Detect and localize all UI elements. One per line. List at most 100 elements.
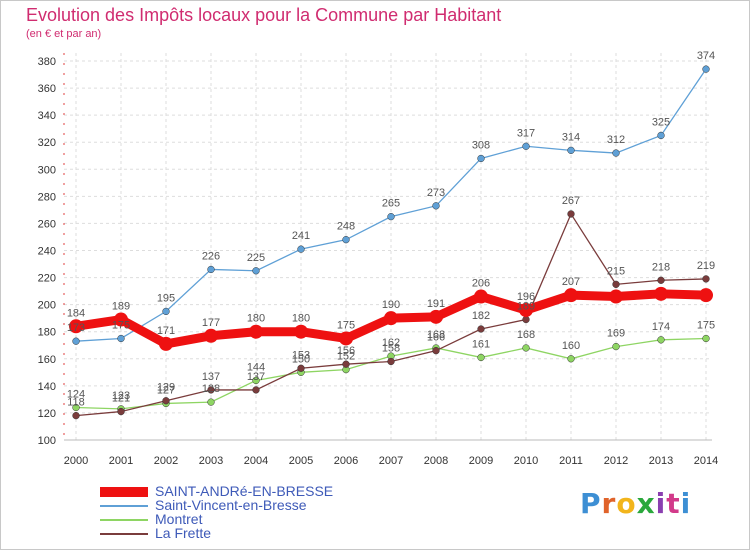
y-tick-label: 360 bbox=[38, 83, 56, 95]
data-point-la-frette bbox=[207, 386, 215, 394]
data-point-saint-vincent-en-bresse bbox=[297, 245, 305, 253]
x-tick-label: 2000 bbox=[64, 455, 88, 467]
data-label-la-frette: 267 bbox=[562, 195, 580, 207]
x-tick-label: 2005 bbox=[289, 455, 313, 467]
data-label-montret: 124 bbox=[67, 389, 85, 401]
data-label-saint-vincent-en-bresse: 325 bbox=[652, 116, 670, 128]
data-label-la-frette: 215 bbox=[607, 265, 625, 277]
y-tick-label: 340 bbox=[38, 110, 56, 122]
data-label-montret: 127 bbox=[157, 384, 175, 396]
legend-label-saint-andre: SAINT-ANDRé-EN-BRESSE bbox=[155, 483, 334, 499]
data-label-la-frette: 153 bbox=[292, 349, 310, 361]
data-label-montret: 168 bbox=[427, 329, 445, 341]
data-point-saint-andr-en-bresse bbox=[204, 328, 218, 343]
data-label-saint-andr-en-bresse: 206 bbox=[472, 278, 490, 290]
series-layer bbox=[69, 65, 713, 420]
x-tick-label: 2008 bbox=[424, 455, 448, 467]
data-label-la-frette: 189 bbox=[517, 301, 535, 313]
data-label-la-frette: 118 bbox=[67, 397, 85, 409]
data-point-montret bbox=[567, 355, 575, 363]
y-tick-label: 200 bbox=[38, 300, 56, 312]
data-label-montret: 175 bbox=[697, 319, 715, 331]
data-point-la-frette bbox=[297, 364, 305, 372]
data-label-saint-vincent-en-bresse: 273 bbox=[427, 187, 445, 199]
data-label-la-frette: 129 bbox=[157, 382, 175, 394]
data-label-la-frette: 137 bbox=[247, 371, 265, 383]
data-point-saint-andr-en-bresse bbox=[114, 312, 128, 327]
x-tick-label: 2004 bbox=[244, 455, 268, 467]
data-point-saint-andr-en-bresse bbox=[474, 289, 488, 304]
legend-swatch-saint-andre bbox=[100, 487, 148, 497]
data-label-la-frette: 182 bbox=[472, 310, 490, 322]
data-point-saint-andr-en-bresse bbox=[564, 288, 578, 303]
data-label-la-frette: 218 bbox=[652, 261, 670, 273]
data-label-saint-vincent-en-bresse: 195 bbox=[157, 292, 175, 304]
data-point-montret bbox=[477, 353, 485, 362]
legend-label-saint-vincent: Saint-Vincent-en-Bresse bbox=[155, 497, 307, 513]
data-point-saint-vincent-en-bresse bbox=[252, 267, 260, 275]
data-point-saint-vincent-en-bresse bbox=[117, 334, 125, 343]
data-label-saint-andr-en-bresse: 190 bbox=[382, 299, 400, 311]
legend-swatch-montret bbox=[100, 519, 148, 521]
x-tick-label: 2011 bbox=[559, 455, 583, 467]
data-label-saint-andr-en-bresse: 191 bbox=[427, 298, 445, 310]
y-tick-label: 100 bbox=[38, 435, 56, 447]
data-label-saint-vincent-en-bresse: 314 bbox=[562, 131, 580, 143]
data-label-saint-vincent-en-bresse: 226 bbox=[202, 250, 220, 262]
x-tick-label: 2009 bbox=[469, 455, 493, 467]
x-tick-label: 2003 bbox=[199, 455, 223, 467]
data-label-saint-vincent-en-bresse: 175 bbox=[112, 319, 130, 331]
data-label-saint-vincent-en-bresse: 308 bbox=[472, 139, 490, 151]
data-point-saint-andr-en-bresse bbox=[384, 311, 398, 326]
data-label-saint-andr-en-bresse: 184 bbox=[67, 307, 85, 319]
proxiti-logo: Proxiti bbox=[580, 487, 692, 520]
y-tick-label: 140 bbox=[38, 381, 56, 393]
data-label-montret: 160 bbox=[562, 340, 580, 352]
data-point-saint-vincent-en-bresse bbox=[432, 202, 440, 210]
data-point-saint-vincent-en-bresse bbox=[702, 65, 710, 73]
x-tick-label: 2014 bbox=[694, 455, 718, 467]
axes-layer: 100 120 140 160 180 200 220 240 260 280 300 320 340 3… bbox=[38, 53, 718, 467]
data-label-saint-vincent-en-bresse: 265 bbox=[382, 198, 400, 210]
data-label-la-frette: 121 bbox=[112, 393, 130, 405]
data-label-montret: 169 bbox=[607, 328, 625, 340]
data-label-montret: 150 bbox=[292, 353, 310, 365]
data-label-saint-vincent-en-bresse: 173 bbox=[67, 322, 85, 334]
data-point-montret bbox=[702, 334, 710, 343]
data-label-montret: 162 bbox=[382, 337, 400, 349]
data-point-la-frette bbox=[387, 357, 395, 366]
data-label-montret: 168 bbox=[517, 329, 535, 341]
y-tick-label: 120 bbox=[38, 408, 56, 420]
data-point-montret bbox=[522, 344, 530, 352]
data-point-saint-andr-en-bresse bbox=[429, 309, 443, 324]
data-label-montret: 152 bbox=[337, 351, 355, 363]
data-point-saint-vincent-en-bresse bbox=[162, 307, 170, 316]
data-point-saint-andr-en-bresse bbox=[69, 319, 83, 334]
y-tick-label: 380 bbox=[38, 56, 56, 68]
legend-swatch-la-frette bbox=[100, 533, 148, 535]
data-point-la-frette bbox=[657, 276, 665, 284]
data-label-la-frette: 137 bbox=[202, 371, 220, 383]
legend-label-montret: Montret bbox=[155, 511, 203, 527]
data-label-saint-andr-en-bresse: 196 bbox=[517, 291, 535, 303]
x-tick-label: 2006 bbox=[334, 455, 358, 467]
data-label-saint-andr-en-bresse: 207 bbox=[562, 276, 580, 288]
data-point-saint-andr-en-bresse bbox=[294, 324, 308, 339]
data-label-saint-vincent-en-bresse: 241 bbox=[292, 230, 310, 242]
data-point-saint-vincent-en-bresse bbox=[477, 154, 485, 163]
data-point-saint-vincent-en-bresse bbox=[387, 213, 395, 221]
chart-title: Evolution des Impôts locaux pour la Comm… bbox=[26, 5, 502, 25]
data-point-la-frette bbox=[612, 280, 620, 288]
data-label-saint-andr-en-bresse: 177 bbox=[202, 317, 220, 329]
data-point-la-frette bbox=[162, 397, 170, 405]
y-tick-label: 260 bbox=[38, 218, 56, 230]
data-label-saint-andr-en-bresse: 180 bbox=[247, 313, 265, 325]
data-point-la-frette bbox=[522, 315, 530, 324]
legend-label-la-frette: La Frette bbox=[155, 525, 212, 541]
data-point-montret bbox=[252, 376, 260, 385]
data-label-saint-vincent-en-bresse: 225 bbox=[247, 252, 265, 264]
x-tick-label: 2002 bbox=[154, 455, 178, 467]
data-point-montret bbox=[72, 403, 80, 412]
data-point-montret bbox=[657, 336, 665, 344]
